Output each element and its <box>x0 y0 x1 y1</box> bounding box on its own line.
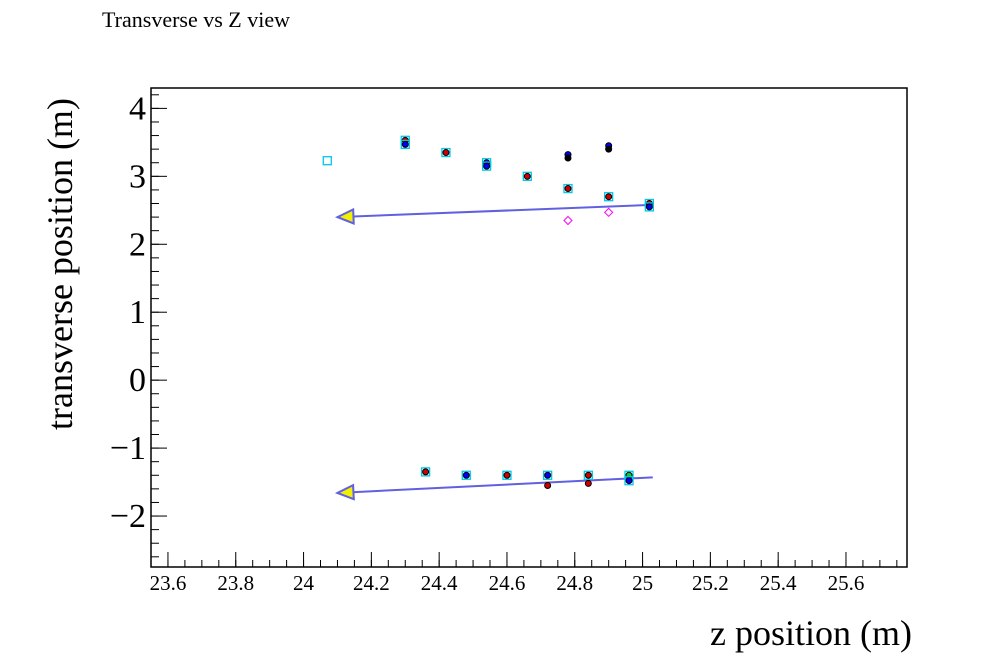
plot-frame <box>150 87 908 568</box>
hit-dot-marker <box>584 479 592 487</box>
x-tick-label: 24.4 <box>421 571 458 595</box>
track-layer <box>334 203 653 501</box>
hit-diamond-marker <box>603 207 614 218</box>
track-line <box>337 476 653 494</box>
hit-dot-marker <box>564 185 572 193</box>
hit-box-marker <box>322 156 332 166</box>
y-axis: 4 3 2 1 0 −1 −2 <box>110 90 167 535</box>
hit-box-marker <box>502 470 512 480</box>
hit-box-marker <box>522 171 532 181</box>
hit-dot-marker <box>625 477 633 485</box>
hit-dot-marker <box>645 203 653 211</box>
hit-box-marker <box>461 470 471 480</box>
minor-ticks <box>150 94 898 567</box>
x-tick-label: 25.4 <box>760 571 797 595</box>
hit-dot-marker <box>605 145 613 153</box>
chart-title: Transverse vs Z view <box>102 7 290 32</box>
x-tick-label: 25.2 <box>692 571 729 595</box>
hit-dot-marker <box>544 471 552 479</box>
hits-layer <box>322 135 654 489</box>
hit-dot-marker <box>544 481 552 489</box>
x-tick-label: 24.6 <box>489 571 526 595</box>
hit-dot-marker <box>584 471 592 479</box>
y-tick-label: 4 <box>129 90 146 127</box>
y-tick-label: 0 <box>129 362 146 399</box>
hit-dot-marker <box>605 193 613 201</box>
hit-box-marker <box>644 202 654 212</box>
hit-dot-marker <box>503 471 511 479</box>
hit-box-marker <box>400 139 410 150</box>
y-tick-label: 1 <box>129 294 146 331</box>
hit-box-marker <box>563 183 573 194</box>
hit-box-marker <box>420 467 431 477</box>
y-axis-label: transverse position (m) <box>40 98 80 430</box>
y-tick-label: 3 <box>129 158 146 195</box>
track-arrowhead <box>334 207 355 225</box>
x-tick-label: 24 <box>293 571 315 595</box>
x-axis: 23.6 23.8 24 24.2 24.4 24.6 24.8 25 25.2 25.4 25.6 <box>150 552 865 595</box>
hit-box-marker <box>583 470 593 480</box>
hit-dot-marker <box>523 172 531 180</box>
y-tick-label: −2 <box>110 498 146 535</box>
x-axis-label: z position (m) <box>710 613 912 653</box>
y-tick-label: −1 <box>110 430 146 467</box>
hit-dot-marker <box>422 468 430 476</box>
track-line <box>337 203 653 219</box>
hit-box-marker <box>604 192 614 202</box>
x-tick-label: 25 <box>632 571 653 595</box>
hit-dot-marker <box>442 149 450 157</box>
x-tick-label: 25.6 <box>828 571 865 595</box>
x-tick-label: 23.6 <box>150 571 187 595</box>
x-tick-label: 24.8 <box>556 571 593 595</box>
hit-box-marker <box>441 147 451 158</box>
x-tick-label: 23.8 <box>217 571 254 595</box>
hit-diamond-marker <box>563 215 573 226</box>
hit-dot-marker <box>462 471 470 479</box>
hit-box-marker <box>542 470 553 480</box>
hit-dot-marker <box>401 140 409 148</box>
hit-box-marker <box>481 161 492 171</box>
hit-dot-marker <box>483 162 491 170</box>
track-arrowhead <box>334 483 355 501</box>
x-tick-label: 24.2 <box>353 571 390 595</box>
y-tick-label: 2 <box>129 226 146 263</box>
hit-dot-marker <box>564 154 572 162</box>
hit-box-marker <box>624 476 634 486</box>
